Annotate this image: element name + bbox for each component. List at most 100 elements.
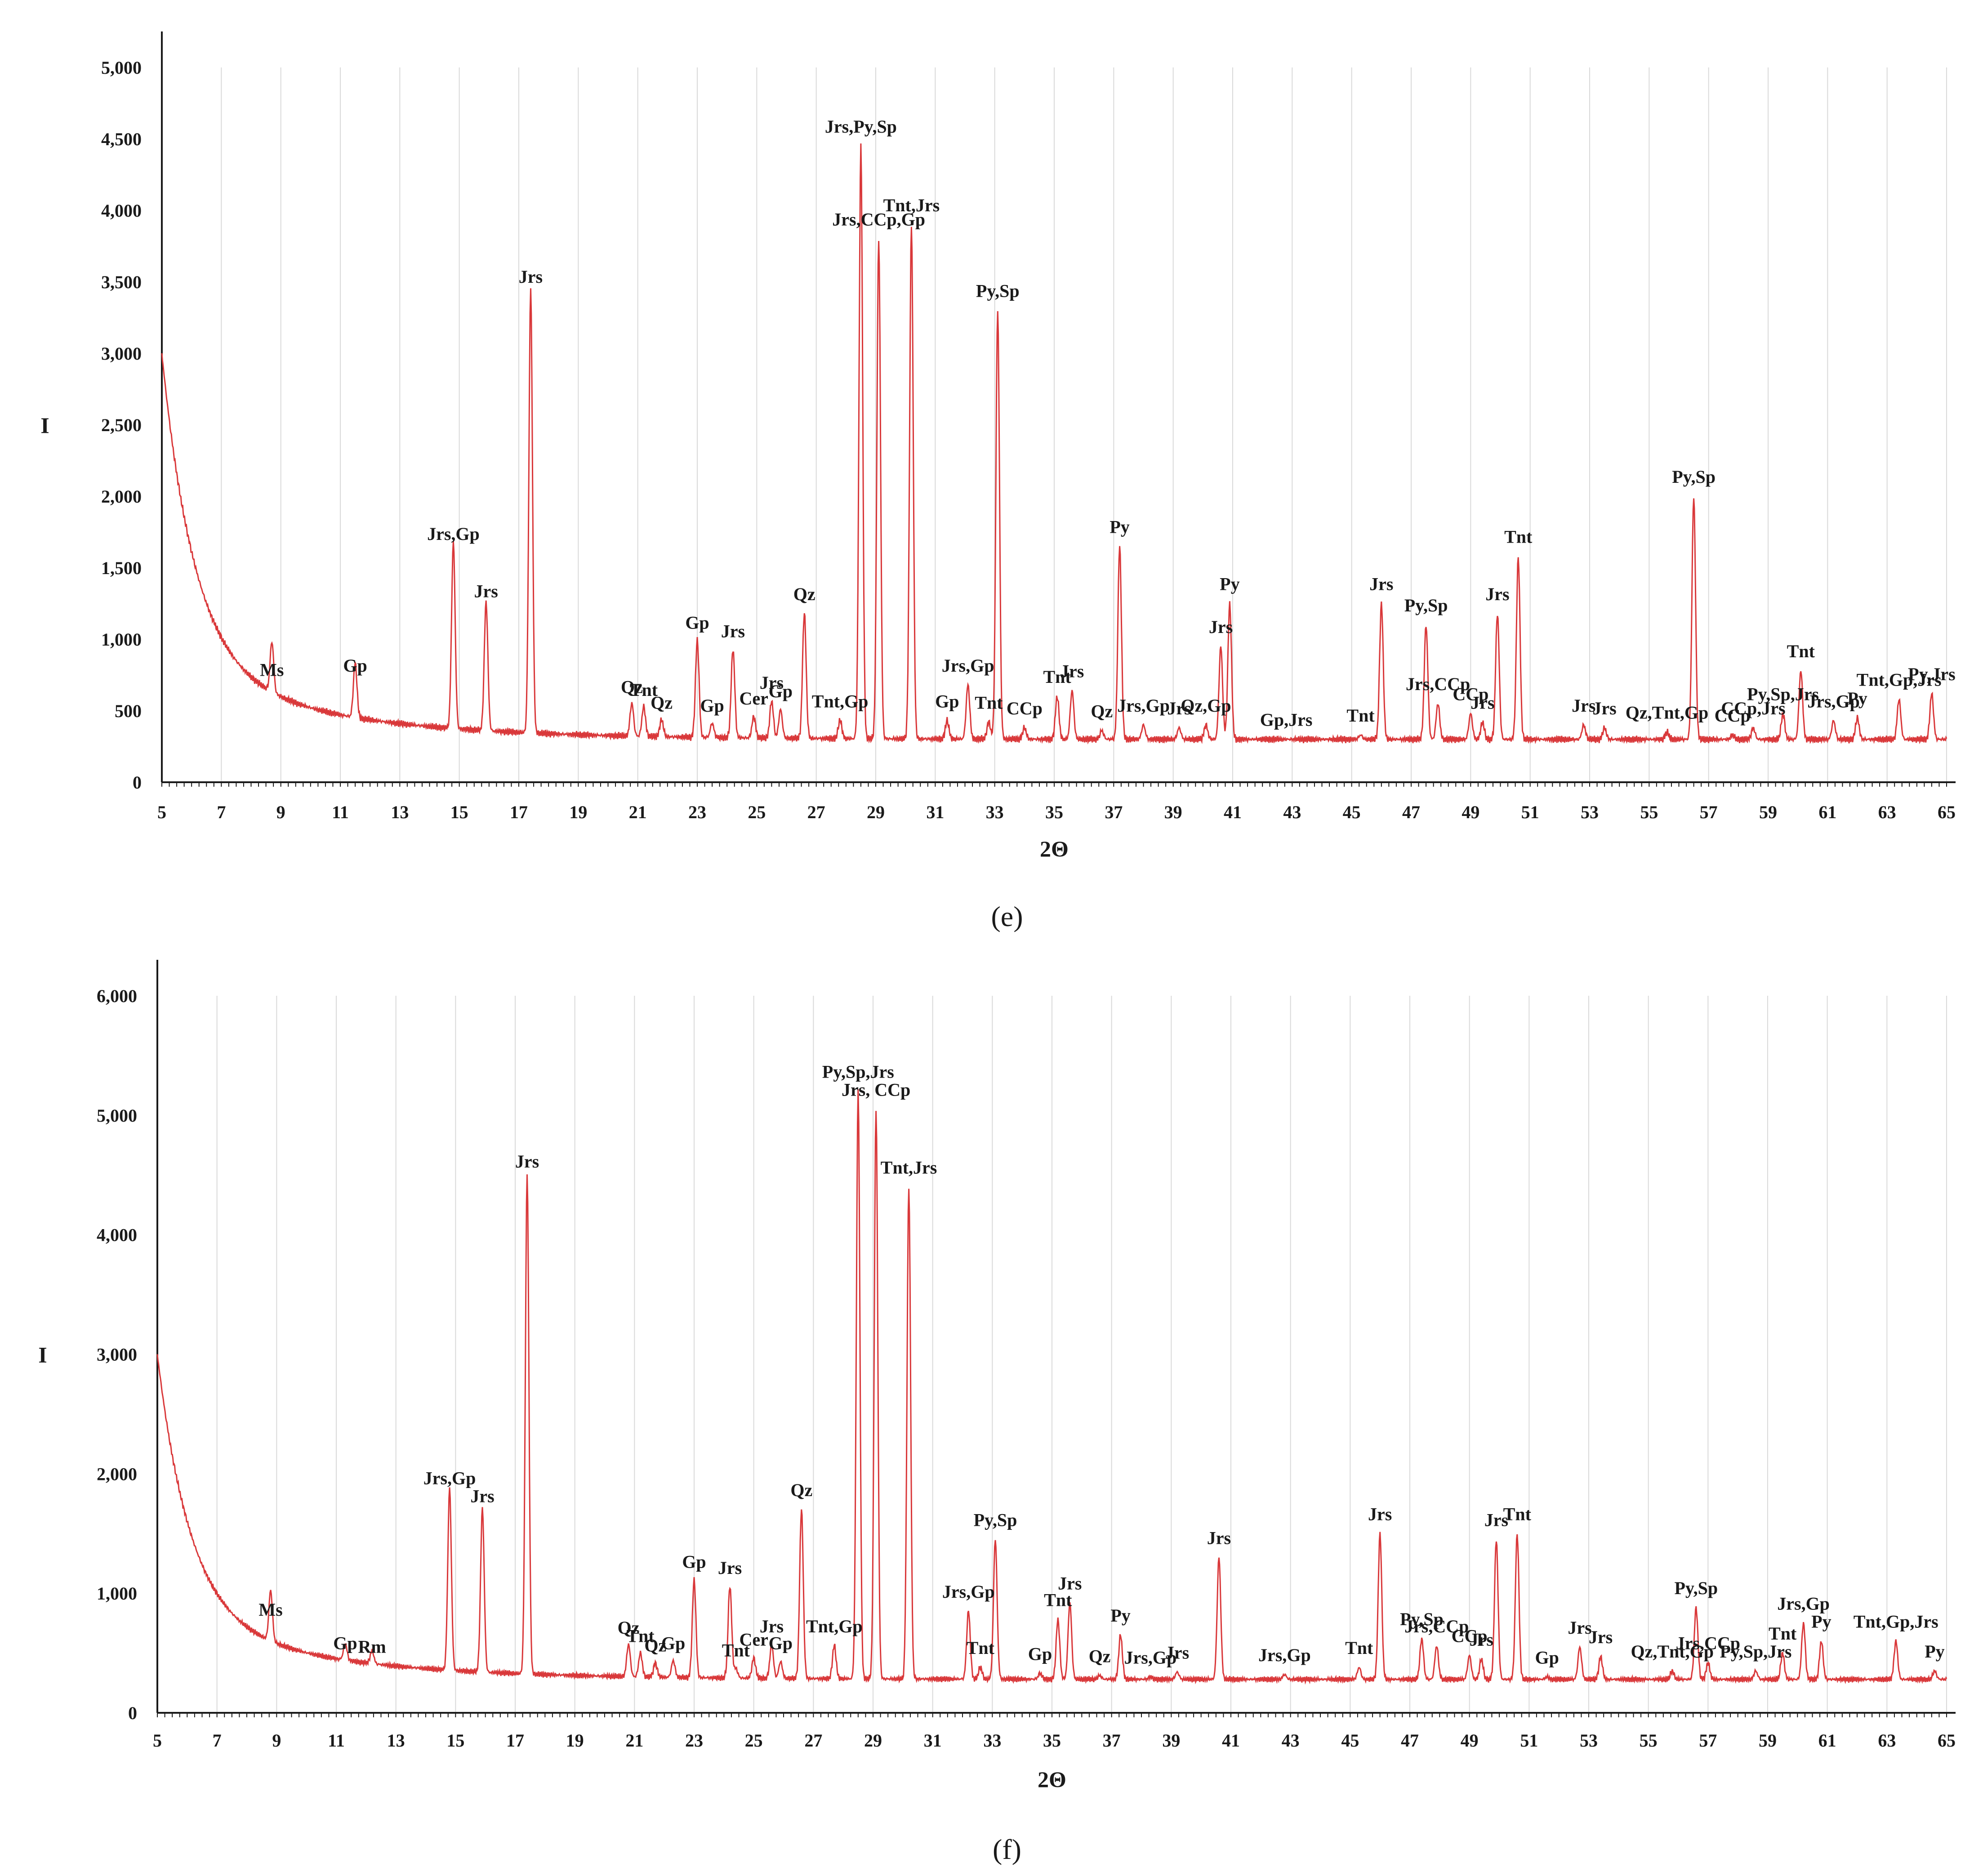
x-tick-label: 5 bbox=[157, 802, 166, 822]
peak-label: Jrs,CCp,Gp bbox=[832, 209, 925, 230]
peak-label: Jrs bbox=[515, 1151, 539, 1172]
y-tick-label: 2,000 bbox=[101, 486, 142, 507]
x-tick-label: 31 bbox=[926, 802, 944, 822]
x-tick-label: 21 bbox=[629, 802, 647, 822]
peak-label: Jrs bbox=[1470, 1629, 1493, 1649]
x-tick-label: 9 bbox=[272, 1730, 281, 1751]
peak-label: Cer bbox=[740, 688, 768, 709]
peak-label: Jrs,CCp bbox=[1404, 1616, 1469, 1636]
x-tick-label: 25 bbox=[748, 802, 766, 822]
peak-label: Tnt,Gp bbox=[806, 1616, 863, 1636]
x-tick-label: 57 bbox=[1700, 802, 1718, 822]
peak-label: CCp bbox=[1715, 705, 1751, 726]
x-tick-label: 49 bbox=[1461, 1730, 1479, 1751]
peak-label: Tnt bbox=[1787, 641, 1815, 661]
y-tick-label: 4,000 bbox=[101, 201, 142, 221]
peak-label: Tnt bbox=[967, 1638, 995, 1658]
x-tick-label: 35 bbox=[1043, 1730, 1061, 1751]
panel-e-chart: 5 7 9 11 13 15 17 19 21 23 25 27 29 31 33 35 37 39 41 43 45 4… bbox=[40, 31, 1956, 861]
x-tick-label: 41 bbox=[1224, 802, 1242, 822]
peak-label: Jrs bbox=[1058, 1573, 1082, 1593]
peak-label: Tnt bbox=[975, 692, 1003, 713]
peak-label: Jrs,Gp bbox=[1258, 1645, 1311, 1665]
peak-label: Qz bbox=[651, 692, 673, 713]
x-tick-label: 27 bbox=[804, 1730, 822, 1751]
peak-label: Gp bbox=[343, 655, 367, 676]
y-axis-title: I bbox=[38, 1342, 47, 1368]
peak-label: Jrs bbox=[474, 581, 498, 601]
y-tick-label: 0 bbox=[133, 772, 142, 793]
x-tick-label: 59 bbox=[1759, 802, 1777, 822]
y-tick-label: 5,000 bbox=[97, 1105, 137, 1126]
peak-label: Py,Sp bbox=[1674, 1578, 1718, 1598]
x-tick-label: 61 bbox=[1818, 802, 1836, 822]
peak-label: Py,Sp bbox=[1672, 467, 1716, 487]
peak-label: Tnt,Jrs bbox=[883, 195, 940, 215]
peak-label: Jrs,Gp bbox=[942, 655, 994, 676]
peak-label: Jrs bbox=[721, 621, 745, 641]
peak-label: Py,Sp,Jrs bbox=[1720, 1641, 1791, 1662]
peak-label: Py,Sp bbox=[1400, 1609, 1444, 1629]
peak-label: Tnt bbox=[1769, 1623, 1797, 1644]
y-tick-label: 5,000 bbox=[101, 58, 142, 78]
peak-label: Jrs bbox=[1167, 698, 1191, 718]
peak-label: Tnt bbox=[722, 1640, 750, 1660]
peak-label: Ms bbox=[258, 1600, 282, 1620]
diffraction-trace bbox=[161, 143, 1947, 745]
panel-f-caption: (f) bbox=[993, 1833, 1021, 1865]
x-tick-label: 11 bbox=[328, 1730, 345, 1751]
y-tick-label: 500 bbox=[115, 701, 142, 721]
x-tick-label: 27 bbox=[807, 802, 825, 822]
peak-label: Jrs,Py,Sp bbox=[825, 116, 897, 137]
x-tick-label: 29 bbox=[864, 1730, 882, 1751]
x-axis-title: 2Θ bbox=[1038, 1767, 1066, 1792]
peak-label: Qz bbox=[618, 1618, 640, 1638]
y-tick-label: 3,000 bbox=[101, 343, 142, 364]
peak-label: Py bbox=[1220, 574, 1239, 594]
x-tick-label: 53 bbox=[1581, 802, 1599, 822]
x-tick-label: 47 bbox=[1402, 802, 1420, 822]
peak-label: Jrs,Gp bbox=[1124, 1647, 1177, 1667]
x-tick-label: 63 bbox=[1878, 1730, 1896, 1751]
peak-label: Gp bbox=[700, 695, 724, 716]
x-tick-label: 47 bbox=[1401, 1730, 1419, 1751]
y-tick-label: 6,000 bbox=[97, 986, 137, 1006]
y-tick-label: 3,000 bbox=[97, 1345, 137, 1365]
peak-label: Py,Sp bbox=[1404, 595, 1448, 615]
x-tick-label: 57 bbox=[1699, 1730, 1717, 1751]
peak-label: Jrs bbox=[1589, 1627, 1613, 1647]
peak-label: Jrs,Gp bbox=[942, 1582, 995, 1602]
x-tick-label: 19 bbox=[566, 1730, 584, 1751]
x-tick-label: 65 bbox=[1938, 802, 1956, 822]
x-tick-label: 59 bbox=[1759, 1730, 1777, 1751]
peak-label: Jrs bbox=[1485, 584, 1509, 604]
x-tick-label: 13 bbox=[391, 802, 409, 822]
x-tick-label: 55 bbox=[1640, 1730, 1658, 1751]
y-tick-label: 2,000 bbox=[97, 1464, 137, 1484]
peak-label: Gp bbox=[1028, 1644, 1052, 1664]
peak-label: Qz,Tnt,Gp bbox=[1626, 703, 1708, 723]
x-tick-label: 33 bbox=[983, 1730, 1001, 1751]
y-axis-title: I bbox=[40, 413, 49, 438]
peak-label: Gp bbox=[935, 691, 959, 711]
peak-label: CCp,Jrs bbox=[1721, 698, 1785, 718]
peak-label: Jrs,Gp bbox=[1777, 1594, 1830, 1614]
x-tick-label: 41 bbox=[1222, 1730, 1240, 1751]
y-tick-label: 0 bbox=[128, 1703, 137, 1723]
peak-label: Gp bbox=[661, 1633, 685, 1653]
peak-label: Ms bbox=[260, 659, 284, 680]
peak-label: Gp bbox=[685, 612, 709, 633]
peak-label: Py bbox=[1811, 1612, 1831, 1632]
y-tick-label: 1,000 bbox=[97, 1583, 137, 1604]
peak-label: Tnt,Gp bbox=[812, 691, 869, 711]
peak-label: Qz bbox=[644, 1635, 666, 1656]
peak-label: Qz,Tnt,Gp bbox=[1631, 1641, 1713, 1662]
peak-label: Tnt bbox=[1504, 527, 1533, 547]
peak-label: Py,Sp bbox=[974, 1510, 1017, 1530]
x-tick-label: 23 bbox=[685, 1730, 703, 1751]
peak-label: Tnt bbox=[626, 1626, 655, 1646]
x-tick-label: 39 bbox=[1164, 802, 1182, 822]
peak-label: Gp bbox=[769, 1633, 793, 1653]
y-tick-label: 4,000 bbox=[97, 1225, 137, 1245]
x-tick-label: 9 bbox=[276, 802, 285, 822]
